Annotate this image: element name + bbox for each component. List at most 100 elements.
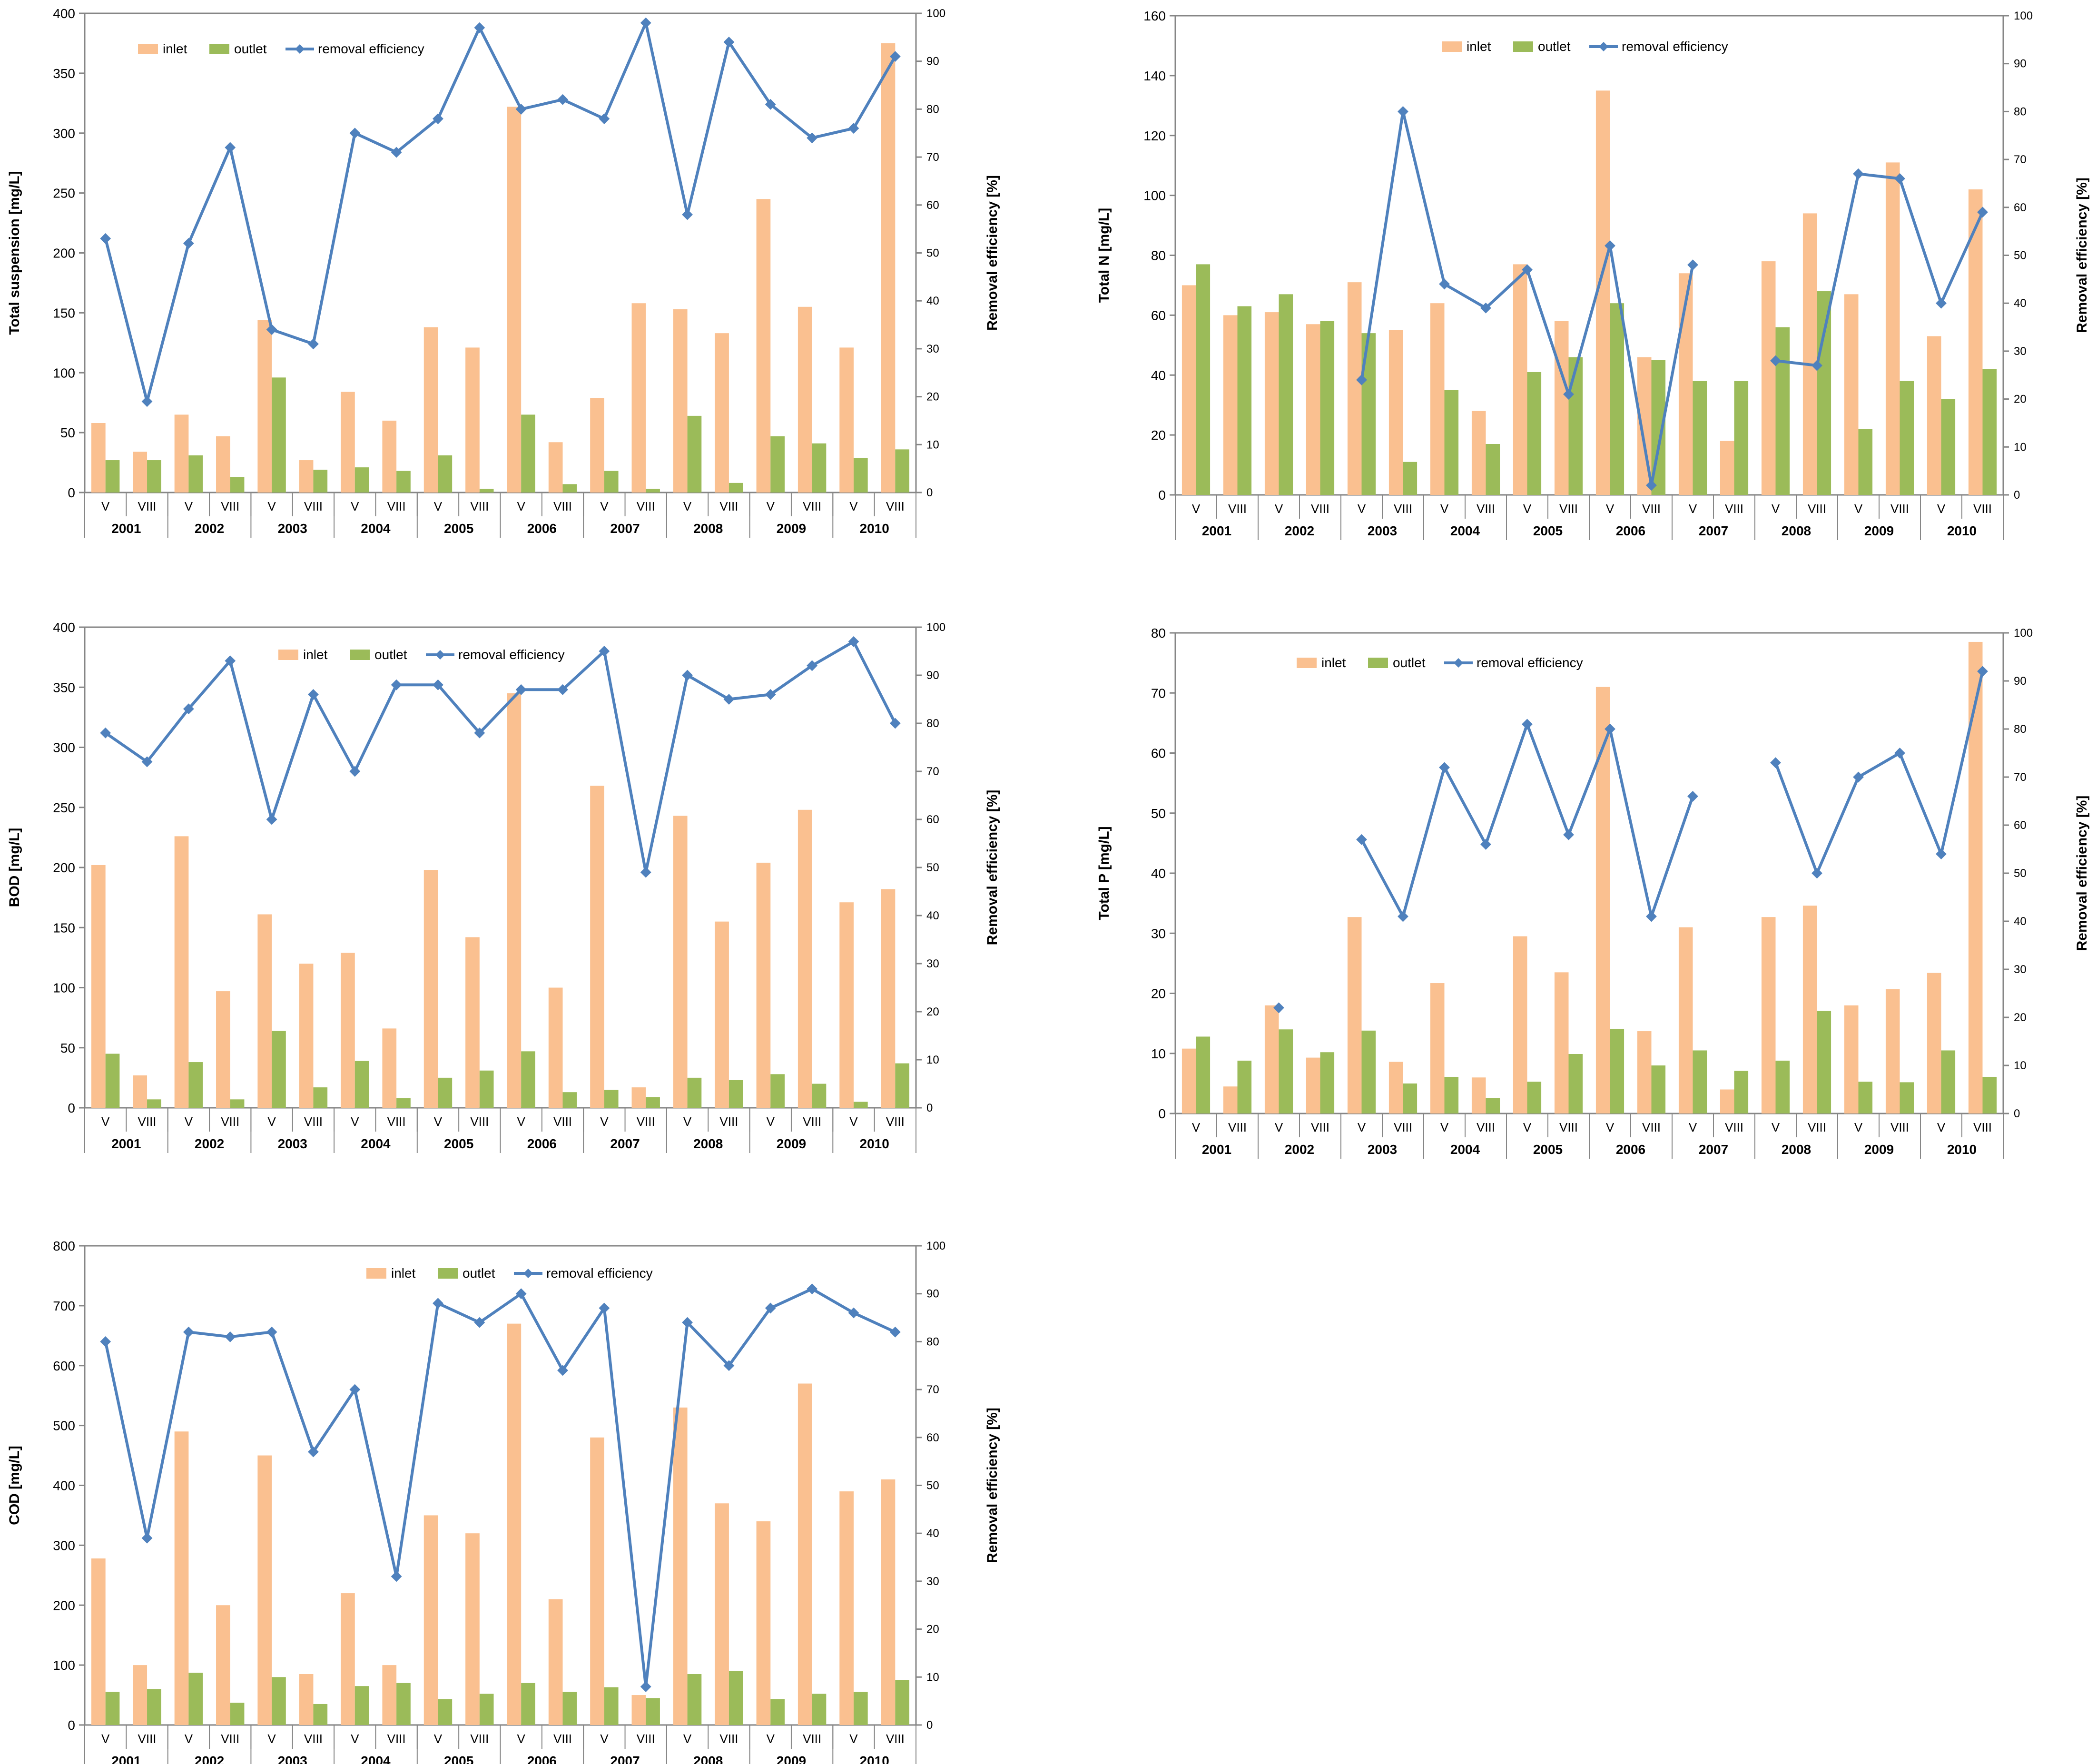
x-year-label: 2002 [1285, 1142, 1314, 1157]
x-year-label: 2004 [361, 1136, 391, 1151]
x-month-label: V [517, 1732, 526, 1746]
legend-outlet-label: outlet [1538, 39, 1571, 54]
y2-tick-label: 70 [2014, 153, 2027, 166]
chart-cod: 0 100 200 300 400 500 600 700 800 0 10 20 30 40 50 60 70… [7, 1239, 1000, 1764]
inlet-bar [133, 452, 148, 493]
efficiency-marker [848, 123, 859, 134]
inlet-bar [631, 1087, 646, 1108]
inlet-bar [881, 43, 896, 493]
outlet-bar [1444, 1076, 1459, 1114]
legend-outlet-swatch [1513, 41, 1533, 52]
x-month-label: VIII [221, 1732, 239, 1746]
inlet-bar [881, 889, 896, 1108]
inlet-bar [1678, 927, 1693, 1114]
inlet-bar [382, 1665, 397, 1725]
x-month-label: V [1854, 502, 1863, 516]
y2-tick-label: 90 [2014, 675, 2027, 688]
x-month-label: V [267, 1114, 276, 1129]
inlet-bar [548, 987, 563, 1108]
x-month-label: VIII [1311, 502, 1329, 516]
outlet-bar [105, 1054, 120, 1108]
inlet-bar [839, 1491, 854, 1725]
efficiency-marker [141, 1532, 153, 1544]
x-month-label: VIII [719, 499, 738, 513]
outlet-bar [1320, 1052, 1335, 1114]
inlet-bar [590, 398, 604, 493]
y-tick-label: 80 [1151, 248, 1166, 263]
legend-efficiency-marker [295, 44, 305, 54]
y2-axis-label: Removal efficiency [%] [2074, 177, 2090, 333]
efficiency-marker [765, 1302, 776, 1314]
x-month-label: VIII [1394, 1120, 1412, 1134]
x-month-label: V [1275, 502, 1283, 516]
efficiency-marker [515, 103, 527, 115]
inlet-bar [133, 1075, 148, 1108]
outlet-bar [272, 1031, 286, 1108]
inlet-bar [1347, 282, 1362, 495]
inlet-bar [257, 320, 272, 493]
outlet-bar [729, 483, 743, 493]
inlet-bar [1885, 989, 1900, 1114]
inlet-bar [174, 836, 189, 1108]
y2-tick-label: 20 [926, 1005, 939, 1018]
x-month-label: V [849, 1732, 858, 1746]
x-month-label: V [849, 499, 858, 513]
efficiency-marker [723, 1360, 735, 1371]
outlet-bar [354, 467, 369, 493]
x-month-label: V [434, 1732, 443, 1746]
inlet-bar [507, 107, 522, 493]
legend-inlet-swatch [366, 1268, 386, 1279]
x-year-label: 2010 [1947, 1142, 1977, 1157]
outlet-bar [1279, 294, 1293, 495]
x-month-label: V [351, 499, 359, 513]
x-year-label: 2006 [1616, 523, 1645, 538]
outlet-bar [479, 489, 494, 493]
x-year-label: 2001 [111, 1136, 141, 1151]
y2-tick-label: 60 [2014, 201, 2027, 214]
y2-tick-label: 70 [926, 151, 939, 164]
efficiency-marker [599, 1302, 610, 1314]
x-month-label: VIII [1228, 1120, 1247, 1134]
legend-inlet-label: inlet [1467, 39, 1491, 54]
inlet-bar [423, 327, 438, 493]
y2-axis-label: Removal efficiency [%] [985, 1408, 1000, 1563]
efficiency-marker [1273, 1002, 1284, 1014]
x-month-label: V [683, 499, 692, 513]
y2-tick-label: 80 [926, 717, 939, 730]
outlet-bar [188, 1062, 203, 1108]
efficiency-marker [1894, 748, 1905, 759]
y2-tick-label: 60 [926, 813, 939, 826]
outlet-bar [1982, 1076, 1997, 1114]
efficiency-line [1775, 172, 1984, 367]
outlet-bar [396, 1683, 411, 1725]
legend-inlet-swatch [278, 650, 298, 660]
x-year-label: 2003 [1368, 523, 1397, 538]
x-month-label: VIII [803, 1114, 821, 1129]
y-tick-label: 20 [1151, 428, 1166, 443]
inlet-bar [1554, 321, 1569, 495]
x-year-label: 2009 [1864, 1142, 1894, 1157]
x-month-label: V [1358, 502, 1366, 516]
inlet-bar [1844, 1005, 1859, 1114]
y-tick-label: 40 [1151, 866, 1166, 881]
inlet-bar [465, 937, 480, 1108]
legend-inlet-swatch [138, 44, 158, 54]
y2-tick-label: 70 [926, 1383, 939, 1396]
outlet-bar [604, 471, 619, 493]
efficiency-marker [1770, 355, 1781, 366]
y2-tick-label: 10 [926, 438, 939, 451]
inlet-bar [1637, 1031, 1652, 1114]
y2-tick-label: 80 [926, 103, 939, 116]
inlet-bar [756, 862, 771, 1108]
efficiency-marker [1439, 278, 1450, 290]
efficiency-marker [474, 22, 485, 33]
outlet-bar [895, 449, 910, 493]
inlet-bar [1347, 917, 1362, 1114]
x-month-label: V [767, 1114, 775, 1129]
outlet-bar [438, 1699, 453, 1725]
outlet-bar [895, 1680, 910, 1725]
y2-tick-label: 90 [2014, 58, 2027, 70]
x-month-label: V [1689, 502, 1697, 516]
inlet-bar [715, 1503, 729, 1725]
x-month-label: V [683, 1114, 692, 1129]
